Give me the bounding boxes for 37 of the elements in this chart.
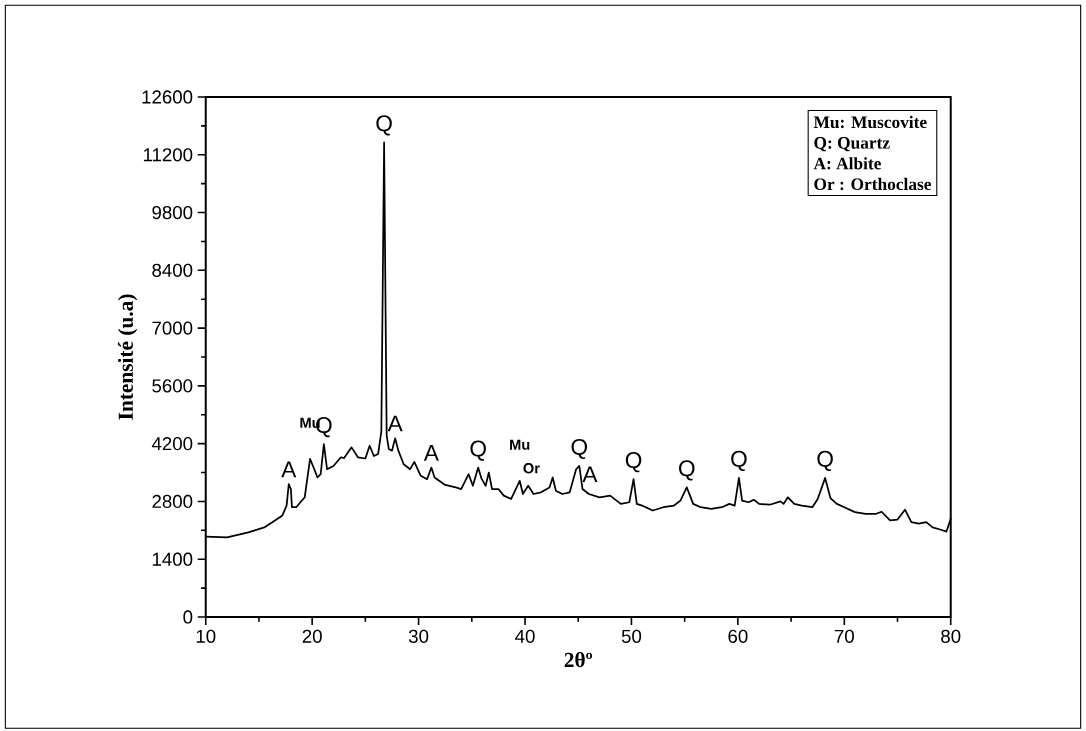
annotation: Q: Quartz [814,137,890,152]
annotation: A [423,445,439,461]
y-tick-label: 2800 [152,494,193,509]
y-tick-label: 5600 [152,379,193,393]
y-tick-label: 8400 [152,263,193,277]
x-tick-label: 50 [621,629,642,643]
annotation: Or : Orthoclase [814,177,931,191]
x-tick-label: 10 [196,629,216,643]
annotation: Or [523,463,540,474]
annotation: Q [817,450,833,471]
x-tick-label: 40 [515,629,535,643]
y-tick-label: 1400 [152,552,193,566]
y-tick-label: 7000 [152,321,193,335]
annotation: Q [571,438,588,460]
annotation: A [582,466,598,483]
x-tick-label: 60 [728,629,748,643]
y-tick-label: 0 [183,610,193,624]
annotation: Mu [510,439,530,450]
annotation: Q [625,452,642,473]
annotation: A [281,461,297,478]
y-axis-title: Intensité (u.a) [117,294,138,420]
annotation: A [387,415,403,432]
y-tick-label: 12600 [142,90,193,104]
annotation: Mu: Muscovite [813,115,927,129]
x-tick-label: 20 [302,629,322,643]
annotation: Q [731,450,747,471]
y-tick-label: 11200 [143,148,193,162]
x-tick-label: 80 [941,629,961,643]
annotation: Q [376,115,392,136]
y-tick-label: 9800 [152,205,193,220]
x-tick-label: 70 [834,629,854,643]
x-tick-label: 30 [408,629,429,643]
annotation: Q [679,460,695,481]
x-axis-title: 2θº [564,652,593,668]
y-tick-label: 4200 [151,437,193,451]
annotation: A: Albite [813,157,881,170]
annotation: Q [470,440,486,461]
